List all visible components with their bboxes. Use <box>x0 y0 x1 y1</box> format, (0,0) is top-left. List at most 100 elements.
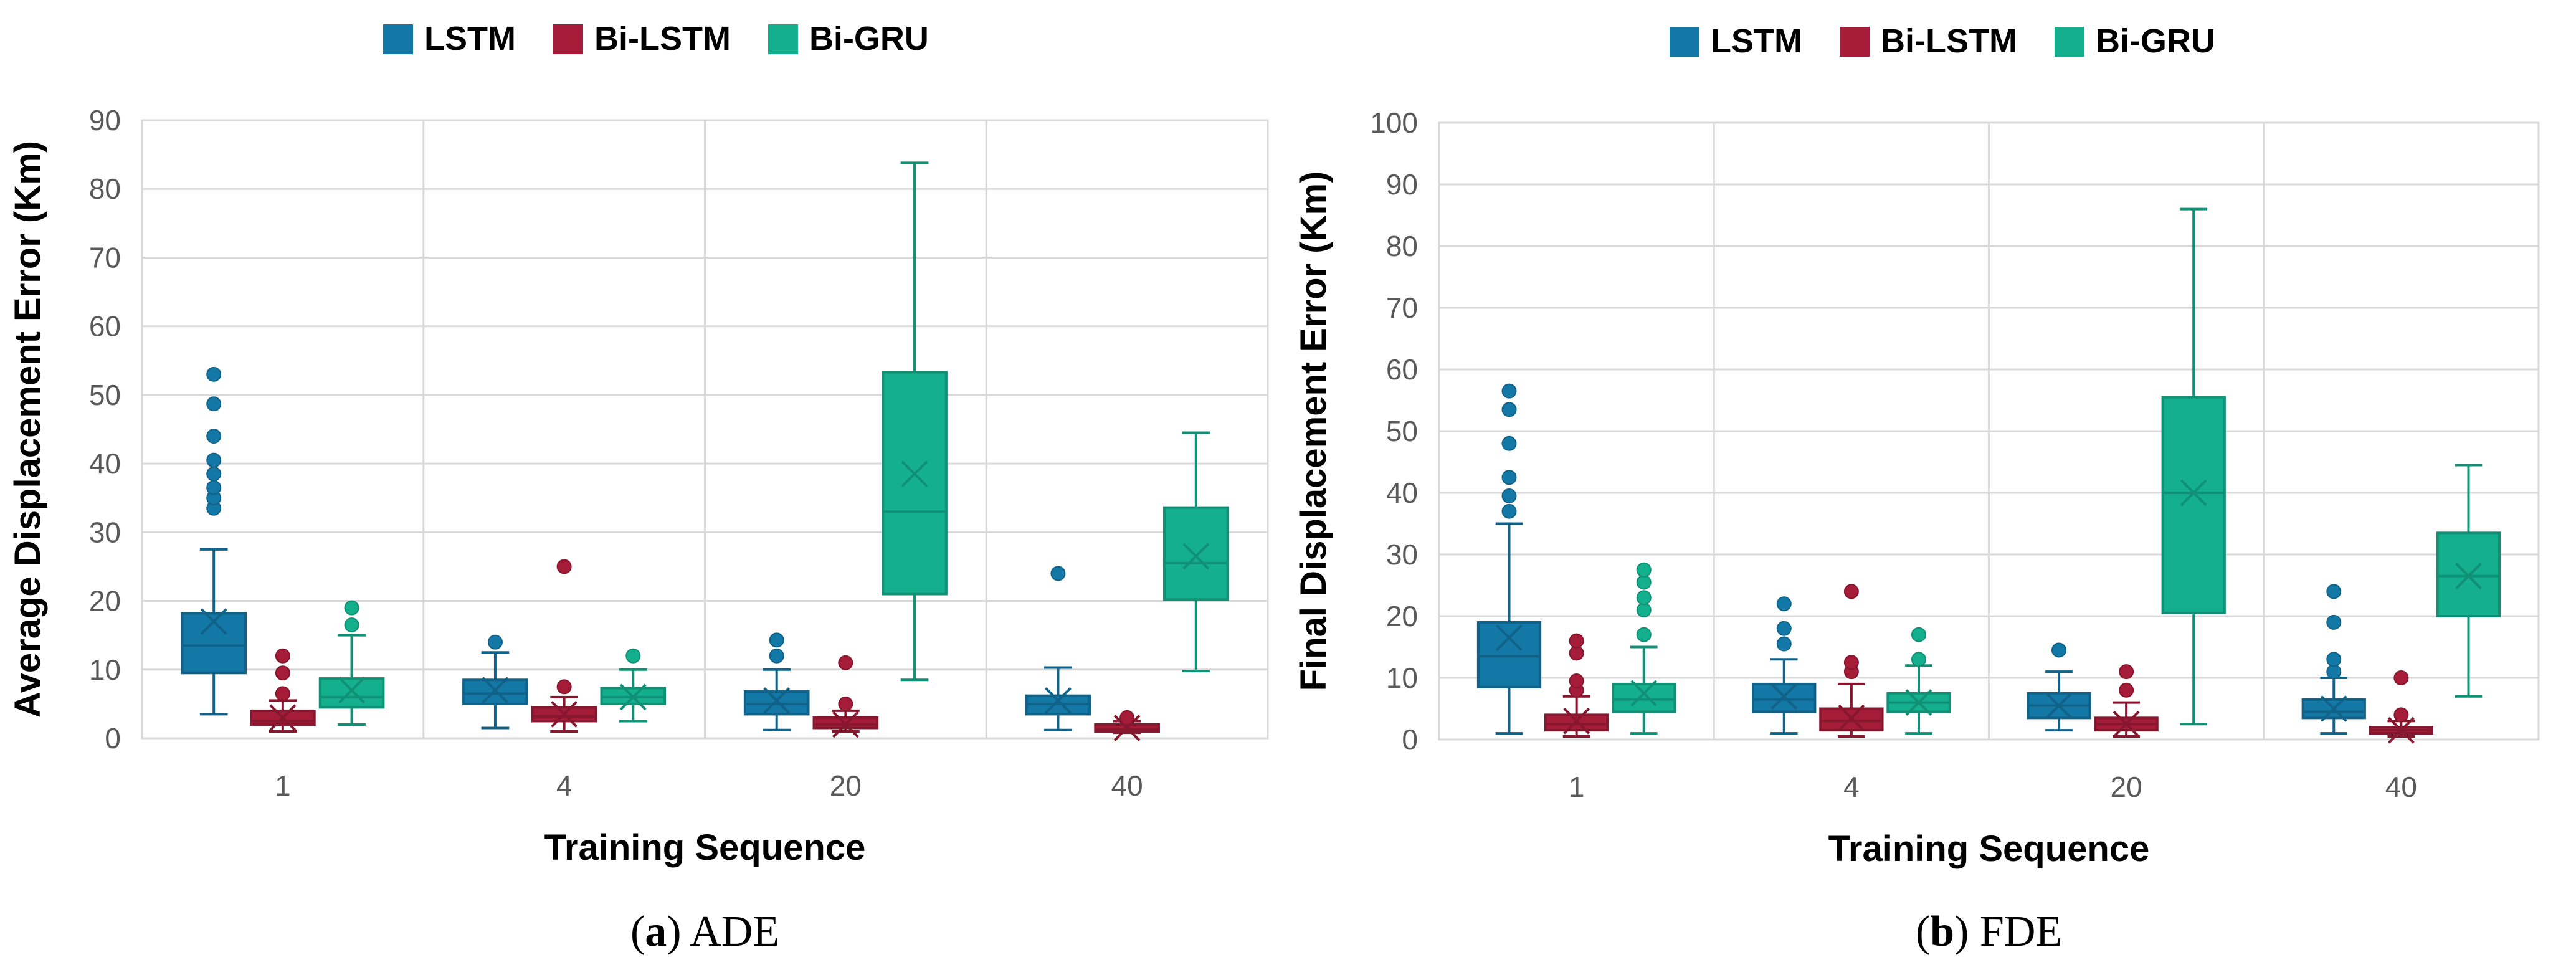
outlier-point <box>275 648 290 664</box>
x-tick-label: 1 <box>275 769 291 802</box>
x-tick-label: 40 <box>2385 771 2417 803</box>
mean-marker <box>832 711 859 738</box>
y-tick-label: 40 <box>89 447 121 480</box>
box-iqr <box>1162 506 1229 601</box>
caption-letter: b <box>1930 908 1954 956</box>
outlier-point <box>1911 652 1926 667</box>
outlier-point <box>2119 682 2134 698</box>
y-tick-label: 80 <box>1386 230 1418 262</box>
legend-item-bi-gru: Bi-GRU <box>2054 22 2215 60</box>
outlier-point <box>275 686 290 702</box>
outlier-point <box>2119 664 2134 680</box>
box-iqr <box>882 371 948 596</box>
box-bi-lstm-40 <box>2369 670 2434 744</box>
outlier-point <box>206 366 222 382</box>
box-lstm-20 <box>743 632 810 731</box>
x-tick-label: 4 <box>1843 771 1860 803</box>
mean-marker <box>1045 687 1072 714</box>
mean-marker <box>551 701 578 728</box>
outlier-point <box>344 617 359 633</box>
outlier-point <box>2326 664 2342 680</box>
mean-marker <box>338 677 365 704</box>
outlier-point <box>1501 402 1517 417</box>
box-bi-gru-1 <box>1612 562 1676 735</box>
outlier-point <box>1776 636 1792 652</box>
x-axis-title: Training Sequence <box>1828 829 2150 869</box>
outlier-point <box>1569 633 1584 649</box>
box-bi-lstm-4 <box>1819 584 1884 738</box>
legend-swatch <box>383 24 413 54</box>
box-lstm-40 <box>1025 566 1091 731</box>
x-tick-label: 40 <box>1111 769 1143 802</box>
legend-swatch <box>553 24 583 54</box>
box-lstm-40 <box>2301 584 2366 735</box>
box-iqr <box>318 677 385 709</box>
legend-swatch <box>2054 27 2084 57</box>
box-lstm-1 <box>181 366 247 716</box>
box-bi-gru-4 <box>600 648 667 723</box>
outlier-point <box>1119 710 1135 725</box>
y-tick-label: 0 <box>1402 723 1418 756</box>
legend-item-lstm: LSTM <box>1670 22 1802 60</box>
box-lstm-4 <box>462 634 528 730</box>
caption-letter: a <box>645 908 667 956</box>
mean-marker <box>1182 543 1210 570</box>
mean-marker <box>901 460 928 488</box>
outlier-point <box>1636 602 1652 618</box>
legend-item-bi-gru: Bi-GRU <box>768 20 929 57</box>
outlier-point <box>206 396 222 412</box>
legend-label: Bi-LSTM <box>1881 22 2017 60</box>
box-bi-gru-1 <box>318 600 385 726</box>
legend-item-bi-lstm: Bi-LSTM <box>553 20 731 57</box>
box-bi-lstm-4 <box>531 559 597 733</box>
caption-paren-close: ) <box>667 908 681 956</box>
caption-text: FDE <box>1969 908 2062 956</box>
mean-marker <box>2113 710 2140 738</box>
y-tick-label: 80 <box>89 173 121 205</box>
outlier-point <box>487 634 503 650</box>
outlier-point <box>206 466 222 482</box>
mean-marker <box>2180 479 2207 507</box>
legend-label: LSTM <box>1711 22 1802 60</box>
outlier-point <box>206 429 222 444</box>
box-bi-gru-4 <box>1886 627 1951 735</box>
y-axis-title: Average Displacement Error (Km) <box>7 141 48 718</box>
outlier-point <box>556 679 572 695</box>
y-tick-label: 90 <box>89 104 121 136</box>
mean-marker <box>2045 692 2073 719</box>
mean-marker <box>619 683 647 711</box>
y-tick-label: 60 <box>89 310 121 343</box>
x-axis-title: Training Sequence <box>544 827 866 868</box>
x-tick-label: 20 <box>2111 771 2142 803</box>
y-tick-label: 10 <box>89 654 121 686</box>
legend-label: Bi-GRU <box>2096 22 2215 60</box>
outlier-point <box>769 632 784 648</box>
chart-ade: 0 10 20 30 40 50 60 70 80 90 1 4 20 40 LSTM Bi-LSTM Bi-G… <box>7 20 1269 956</box>
box-bi-lstm-1 <box>250 648 316 733</box>
outlier-point <box>1501 503 1517 519</box>
outlier-point <box>556 559 572 574</box>
box-bi-lstm-1 <box>1544 633 1609 738</box>
outlier-point <box>2326 584 2342 599</box>
outlier-point <box>1050 566 1066 581</box>
y-tick-label: 20 <box>1386 600 1418 632</box>
legend-item-lstm: LSTM <box>383 20 516 57</box>
outlier-point <box>344 600 359 616</box>
mean-marker <box>1630 680 1658 707</box>
legend-swatch <box>1670 27 1699 57</box>
legend-label: Bi-LSTM <box>594 20 731 57</box>
y-tick-label: 50 <box>1386 415 1418 447</box>
outlier-point <box>1911 627 1926 642</box>
outlier-point <box>1501 488 1517 503</box>
outlier-point <box>206 480 222 495</box>
outlier-point <box>1501 470 1517 485</box>
outlier-point <box>1569 645 1584 661</box>
mean-marker <box>1113 715 1141 741</box>
legend-label: LSTM <box>424 20 516 57</box>
mean-marker <box>2387 716 2415 744</box>
outlier-point <box>1776 596 1792 612</box>
box-lstm-1 <box>1476 383 1542 735</box>
figure-caption: (b) FDE <box>1916 908 2062 956</box>
caption-text: ADE <box>682 908 780 956</box>
